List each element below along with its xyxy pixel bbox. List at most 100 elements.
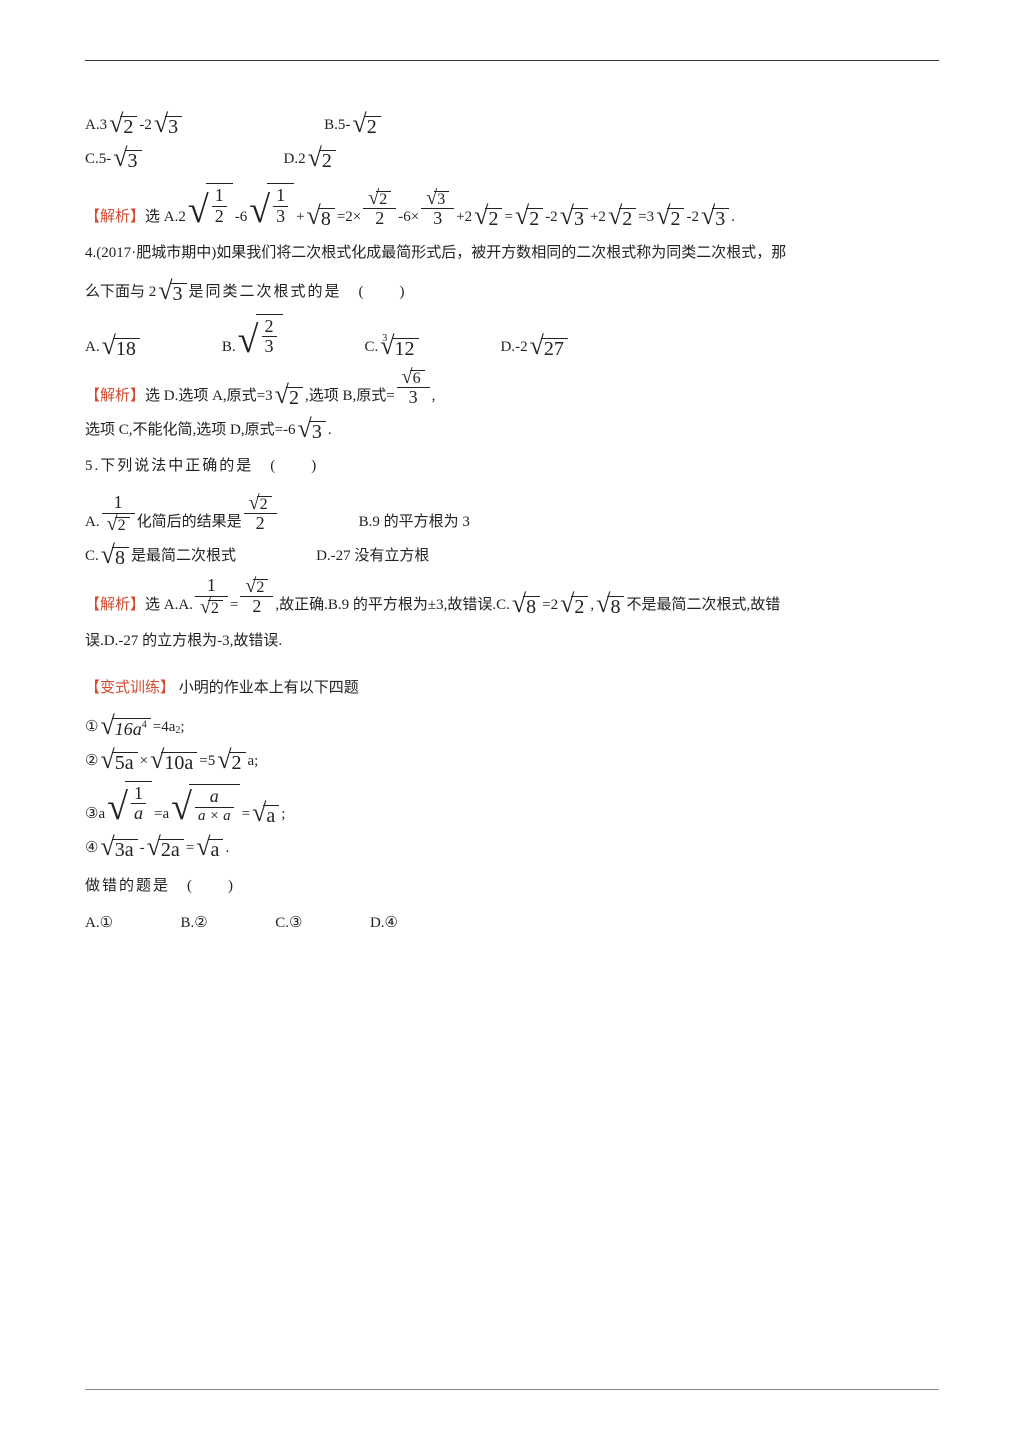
bottom-rule xyxy=(85,1389,939,1390)
text: = xyxy=(186,836,194,860)
text: -2 xyxy=(545,205,558,229)
text: 选项 C,不能化简,选项 D,原式=-6 xyxy=(85,418,296,442)
radicand: 2 xyxy=(257,496,272,513)
text: -6× xyxy=(398,205,419,229)
answer-label: 【解析】 xyxy=(85,205,145,229)
num: 1 xyxy=(131,784,146,804)
q5-optD: D.-27 没有立方根 xyxy=(316,544,429,568)
radicand: 2 xyxy=(286,387,303,408)
sqrt-icon: √3 xyxy=(158,278,186,304)
variant-line4: ④ √3a - √2a = √a . xyxy=(85,834,939,860)
radicand: 3 xyxy=(434,191,449,208)
text: -2 xyxy=(686,205,699,229)
sqrt-icon: √27 xyxy=(530,333,568,359)
radicand: 2a xyxy=(158,839,184,860)
text: =2× xyxy=(337,205,361,229)
text: ; xyxy=(180,715,184,739)
sqrt-icon: √6 xyxy=(402,367,425,387)
text: +2 xyxy=(456,205,472,229)
sqrt-icon: √5a xyxy=(100,747,137,773)
page: A.3 √2 -2 √3 B.5- √2 C.5- √3 D.2 √2 【解析】… xyxy=(0,0,1024,1448)
q5-answer-line2: 误.D.-27 的立方根为-3,故错误. xyxy=(85,625,939,658)
sqrt-icon: √2 xyxy=(560,591,588,617)
text: . xyxy=(731,205,735,229)
circle-number-icon: ② xyxy=(85,749,98,773)
sqrt-icon: √2 xyxy=(515,203,543,229)
sqrt-icon: √3a xyxy=(100,834,137,860)
text: 是同类二次根式的是 ( ) xyxy=(189,280,407,304)
q4-optA: A. xyxy=(85,335,100,359)
q5-row1: A. 1√2 化简后的结果是 √22 B.9 的平方根为 3 xyxy=(85,493,939,534)
fraction: √63 xyxy=(397,367,430,408)
text: a; xyxy=(248,749,259,773)
radicand: 3 xyxy=(712,208,729,229)
sqrt-icon: √a xyxy=(252,800,279,826)
den: 3 xyxy=(430,209,445,229)
sqrt-icon: √3 xyxy=(113,145,141,171)
text: . xyxy=(328,418,332,442)
sqrt-icon: √3 xyxy=(701,203,729,229)
radicand: 10a xyxy=(161,752,197,773)
fraction: √33 xyxy=(421,188,454,229)
sqrt-icon: √3 xyxy=(560,203,588,229)
sqrt-icon: √2 xyxy=(107,514,130,534)
radicand: 2 xyxy=(619,208,636,229)
q4-stem-line2: 么下面与 2 √3 是同类二次根式的是 ( ) xyxy=(85,278,939,304)
radicand: 2 xyxy=(571,596,588,617)
radicand: 8 xyxy=(607,596,624,617)
num: 1 xyxy=(212,186,227,206)
sqrt-icon: √23 xyxy=(238,314,283,360)
den: 3 xyxy=(406,388,421,408)
sqrt-icon: √2 xyxy=(245,576,268,596)
variant-line3: ③ a √1a =a √aa × a = √a ; xyxy=(85,781,939,827)
text: =3 xyxy=(638,205,654,229)
radicand: 3 xyxy=(125,150,142,171)
root-index: 3 xyxy=(382,331,387,347)
den: 2 xyxy=(249,597,264,617)
text: = xyxy=(504,205,512,229)
q4-stem-line1: 4.(2017·肥城市期中)如果我们将二次根式化成最简形式后，被开方数相同的二次… xyxy=(85,237,939,270)
cbrt-icon: 3√12 xyxy=(380,333,418,359)
q3-optA-prefix: A.3 xyxy=(85,113,107,137)
radicand: 3a xyxy=(112,839,138,860)
sqrt-icon: √2 xyxy=(368,188,391,208)
sqrt-icon: √1a xyxy=(107,781,152,827)
q5-row2: C. √8 是最简二次根式 D.-27 没有立方根 xyxy=(85,542,939,568)
q3-options-row2: C.5- √3 D.2 √2 xyxy=(85,145,939,171)
q4-optB: B. xyxy=(222,335,236,359)
sqrt-icon: √2 xyxy=(656,203,684,229)
sqrt-icon: √2 xyxy=(200,597,223,617)
circle-number-icon: ③ xyxy=(85,802,98,826)
text: - xyxy=(140,836,145,860)
q3-optA-mid: -2 xyxy=(139,113,152,137)
radicand: 2 xyxy=(229,752,246,773)
fraction: √22 xyxy=(363,188,396,229)
q5-optB: B.9 的平方根为 3 xyxy=(359,510,470,534)
radicand: 8 xyxy=(112,547,129,568)
den: 2 xyxy=(372,209,387,229)
text: =2 xyxy=(542,593,558,617)
fraction: √22 xyxy=(240,576,273,617)
variant-line1: ① √16a4 =4a2; xyxy=(85,713,939,739)
text: a xyxy=(98,802,105,826)
sqrt-icon: √2 xyxy=(474,203,502,229)
radicand: a xyxy=(263,805,279,826)
variant-heading: 【变式训练】 小明的作业本上有以下四题 xyxy=(85,672,939,705)
sqrt-icon: √8 xyxy=(101,542,129,568)
radicand: 3 xyxy=(165,116,182,137)
top-rule xyxy=(85,60,939,61)
sqrt-icon: √a xyxy=(196,834,223,860)
text: , xyxy=(432,384,436,408)
text: ; xyxy=(281,802,285,826)
text: + xyxy=(296,205,304,229)
text: 是最简二次根式 xyxy=(131,544,236,568)
variant-optB: B.② xyxy=(181,915,208,931)
num: 1 xyxy=(273,186,288,206)
text: +2 xyxy=(590,205,606,229)
text: 选 A.2 xyxy=(145,205,186,229)
radicand: 2 xyxy=(115,517,130,534)
sqrt-icon: √13 xyxy=(249,183,294,229)
radicand: 5a xyxy=(112,752,138,773)
sqrt-icon: √8 xyxy=(307,203,335,229)
radicand: 2 xyxy=(319,150,336,171)
